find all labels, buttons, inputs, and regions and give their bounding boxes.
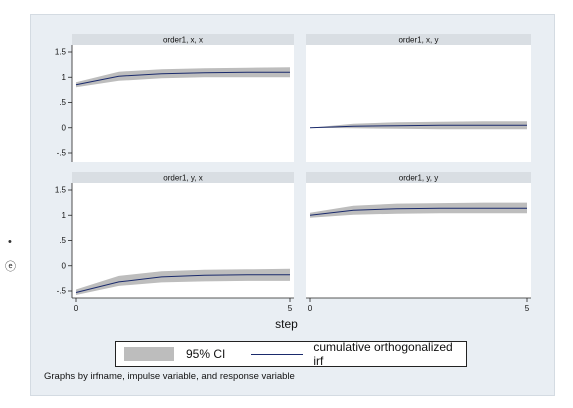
panel-plot-area — [306, 45, 531, 162]
panel-plot-area — [72, 45, 294, 162]
legend: 95% CI cumulative orthogonalized irf — [115, 340, 467, 368]
graph-note: Graphs by irfname, impulse variable, and… — [44, 371, 295, 382]
legend-ci-swatch — [124, 347, 174, 361]
panel-header — [72, 34, 294, 45]
irf-line — [309, 207, 527, 216]
y-tick-label: -.5 — [57, 149, 67, 158]
panel-header — [306, 34, 531, 45]
x-tick-label: 5 — [288, 304, 293, 313]
margin-bullet: • — [8, 236, 12, 248]
x-tick-label: 0 — [74, 304, 79, 313]
irf-line — [75, 71, 290, 86]
legend-item-irf: cumulative orthogonalized irf — [225, 340, 466, 368]
ci-band — [310, 202, 527, 218]
irf-line — [75, 274, 290, 293]
y-tick-label: 0 — [62, 261, 67, 270]
legend-ci-label: 95% CI — [185, 347, 226, 361]
y-tick-label: 1.5 — [55, 48, 67, 57]
panel-title: order1, x, x — [163, 36, 203, 45]
legend-irf-line — [251, 353, 304, 355]
y-tick-label: -.5 — [57, 287, 67, 296]
legend-item-ci: 95% CI — [116, 347, 225, 361]
panel-header — [72, 172, 294, 183]
panel-header — [306, 172, 531, 183]
panel-plot-area — [306, 183, 531, 298]
panel-title: order1, x, y — [398, 36, 438, 45]
y-tick-label: .5 — [59, 98, 66, 107]
y-tick-label: .5 — [59, 236, 66, 245]
panel-title: order1, y, x — [163, 174, 202, 183]
y-tick-label: 1 — [62, 211, 67, 220]
y-tick-label: 1.5 — [55, 186, 67, 195]
y-tick-label: 1 — [62, 73, 67, 82]
x-tick-label: 5 — [525, 304, 530, 313]
panel-title: order1, y, y — [399, 174, 438, 183]
irf-line — [309, 124, 527, 129]
legend-irf-label: cumulative orthogonalized irf — [313, 340, 453, 368]
margin-glyph: ⓔ — [5, 261, 16, 273]
x-axis-title: step — [275, 317, 298, 331]
x-tick-label: 0 — [308, 304, 313, 313]
y-tick-label: 0 — [62, 123, 67, 132]
